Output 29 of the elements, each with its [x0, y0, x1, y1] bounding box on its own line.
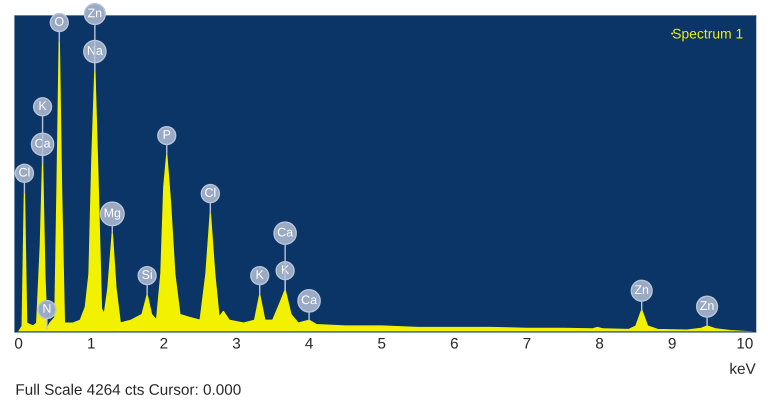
annotation: Zn	[88, 8, 102, 18]
x-tick-label: 8	[596, 338, 604, 349]
x-tick-label: 5	[378, 338, 386, 349]
annotation: Ca	[302, 295, 318, 304]
annotation: Cl	[19, 167, 30, 177]
annotation: P	[164, 130, 170, 139]
legend-label: Spectrum 1	[672, 28, 743, 42]
annotation: Cl	[205, 188, 216, 197]
x-tick-label: 7	[523, 338, 530, 349]
annotation: Zn	[700, 301, 714, 310]
x-tick-label: 2	[160, 338, 168, 349]
annotation: N	[43, 304, 50, 313]
x-tick-label: 10	[737, 338, 753, 349]
annotation: K	[256, 270, 264, 279]
annotation: Ca	[35, 138, 51, 148]
x-axis-title: keV	[730, 362, 756, 374]
x-tick-label: 1	[88, 338, 95, 349]
x-tick-label: 6	[450, 338, 458, 349]
x-tick-label: 9	[668, 338, 676, 349]
x-tick-label: 3	[232, 338, 240, 349]
annotation: O	[55, 17, 64, 26]
annotation: Mg	[104, 208, 120, 220]
annotation: Zn	[634, 285, 648, 294]
annotation: Ca	[278, 228, 294, 237]
x-tick-label: 0	[14, 338, 22, 349]
text: Full Scale 4264 cts Cursor: 0.000	[16, 384, 241, 395]
x-tick-label: 4	[305, 338, 313, 349]
annotation: K	[39, 101, 47, 110]
annotation: Si	[142, 270, 152, 279]
